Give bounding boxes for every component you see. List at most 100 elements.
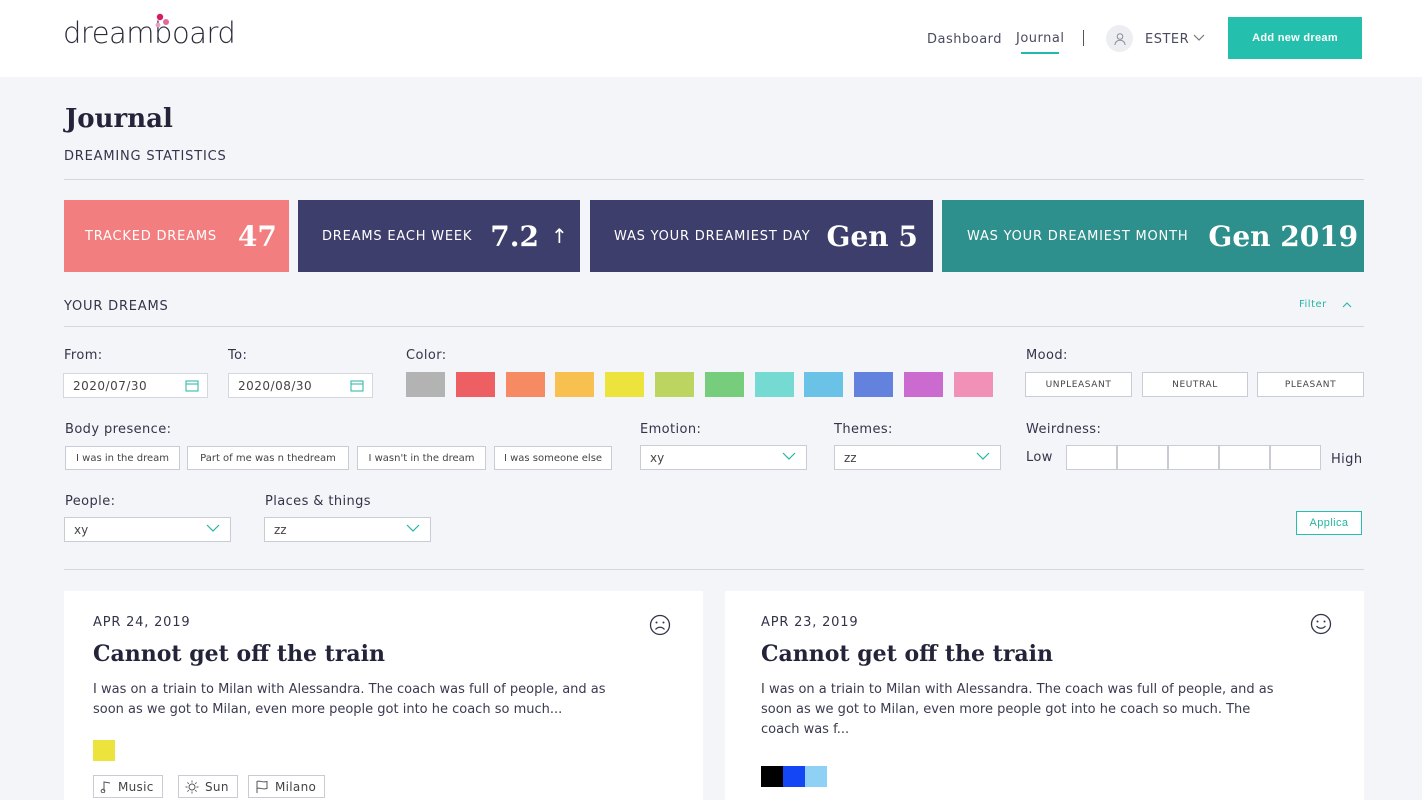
smile-face-icon[interactable] xyxy=(1310,613,1332,635)
tag-label: Milano xyxy=(275,779,317,794)
nav-active-indicator xyxy=(1021,52,1059,54)
calendar-icon xyxy=(350,380,364,392)
tag-label: Sun xyxy=(205,779,229,794)
sun-icon xyxy=(185,780,199,793)
emotion-value: xy xyxy=(650,450,665,465)
chevron-down-icon xyxy=(406,524,420,532)
page-title: Journal xyxy=(65,104,173,134)
chevron-down-icon xyxy=(976,452,990,460)
calendar-icon xyxy=(185,380,199,392)
themes-value: zz xyxy=(844,450,857,465)
emotion-label: Emotion: xyxy=(640,422,702,437)
body-option-in-dream[interactable]: I was in the dream xyxy=(65,446,180,470)
from-date-input[interactable]: 2020/07/30 xyxy=(63,373,208,398)
dream-excerpt: I was on a triain to Milan with Alessand… xyxy=(761,680,1274,740)
nav-journal[interactable]: Journal xyxy=(1016,31,1065,46)
stat-dreams-each-week: DREAMS EACH WEEK 7.2 ↑ xyxy=(298,200,580,272)
dream-date: APR 24, 2019 xyxy=(93,615,191,630)
to-label: To: xyxy=(228,348,248,363)
people-select[interactable]: xy xyxy=(64,517,231,542)
weirdness-label: Weirdness: xyxy=(1026,422,1102,437)
dream-card[interactable]: APR 24, 2019 Cannot get off the train I … xyxy=(64,591,703,800)
stat-tracked-dreams: TRACKED DREAMS 47 xyxy=(64,200,289,272)
weirdness-level-3[interactable] xyxy=(1168,445,1219,470)
dream-color-swatch xyxy=(783,766,805,787)
dream-title[interactable]: Cannot get off the train xyxy=(761,641,1054,667)
color-swatch[interactable] xyxy=(505,372,545,397)
excerpt-line: soon as we got to Milan, even more peopl… xyxy=(761,702,1251,717)
apply-filters-button[interactable]: Applica xyxy=(1296,511,1362,535)
weirdness-level-4[interactable] xyxy=(1219,445,1270,470)
color-swatch[interactable] xyxy=(904,372,943,397)
weirdness-high-label: High xyxy=(1331,452,1363,467)
body-option-part[interactable]: Part of me was n thedream xyxy=(187,446,349,470)
divider xyxy=(64,179,1364,180)
color-swatch[interactable] xyxy=(555,372,595,397)
avatar[interactable] xyxy=(1106,25,1133,52)
tag-sun[interactable]: Sun xyxy=(178,775,238,798)
weirdness-level-2[interactable] xyxy=(1117,445,1168,470)
emotion-select[interactable]: xy xyxy=(640,445,807,470)
stat-value: Gen 5 xyxy=(826,219,918,253)
chevron-down-icon xyxy=(206,524,220,532)
excerpt-line: I was on a triain to Milan with Alessand… xyxy=(93,682,606,697)
weirdness-level-5[interactable] xyxy=(1270,445,1321,470)
color-swatch[interactable] xyxy=(854,372,894,397)
divider xyxy=(64,326,1364,327)
top-header xyxy=(0,0,1422,77)
stat-label: WAS YOUR DREAMIEST DAY xyxy=(614,228,811,244)
mood-unpleasant-button[interactable]: UNPLEASANT xyxy=(1025,372,1132,397)
add-new-dream-button[interactable]: Add new dream xyxy=(1228,17,1362,59)
stat-value: 47 xyxy=(237,219,277,253)
color-label: Color: xyxy=(406,348,447,363)
mood-neutral-button[interactable]: NEUTRAL xyxy=(1142,372,1248,397)
statistics-heading: DREAMING STATISTICS xyxy=(64,149,227,164)
dream-card[interactable]: APR 23, 2019 Cannot get off the train I … xyxy=(725,591,1364,800)
logo[interactable]: dreamboard xyxy=(63,16,236,50)
tag-milano[interactable]: Milano xyxy=(248,775,326,798)
chevron-down-icon xyxy=(782,452,796,460)
excerpt-line: I was on a triain to Milan with Alessand… xyxy=(761,682,1274,697)
color-swatch[interactable] xyxy=(704,372,744,397)
dream-date: APR 23, 2019 xyxy=(761,615,859,630)
stat-label: WAS YOUR DREAMIEST MONTH xyxy=(967,228,1189,244)
body-option-someone-else[interactable]: I was someone else xyxy=(494,446,612,470)
places-things-select[interactable]: zz xyxy=(264,517,431,542)
stat-value: Gen 2019 xyxy=(1208,219,1359,253)
to-date-input[interactable]: 2020/08/30 xyxy=(228,373,373,398)
your-dreams-heading: YOUR DREAMS xyxy=(64,299,169,314)
body-option-not-in-dream[interactable]: I wasn't in the dream xyxy=(357,446,486,470)
nav-dashboard[interactable]: Dashboard xyxy=(927,32,1003,47)
dream-title[interactable]: Cannot get off the train xyxy=(93,641,386,667)
dream-color-swatch xyxy=(93,740,115,761)
color-swatch[interactable] xyxy=(655,372,694,397)
to-date-value: 2020/08/30 xyxy=(238,378,313,393)
color-swatch[interactable] xyxy=(804,372,844,397)
trend-up-icon: ↑ xyxy=(550,224,568,248)
music-note-icon xyxy=(100,781,111,793)
color-swatch[interactable] xyxy=(953,372,993,397)
color-swatch[interactable] xyxy=(406,372,445,397)
dream-excerpt: I was on a triain to Milan with Alessand… xyxy=(93,680,606,720)
color-swatch[interactable] xyxy=(605,372,645,397)
tag-label: Music xyxy=(118,779,154,794)
sad-face-icon[interactable] xyxy=(649,614,671,636)
stat-label: DREAMS EACH WEEK xyxy=(322,228,473,244)
mood-pleasant-button[interactable]: PLEASANT xyxy=(1257,372,1364,397)
logo-dots-icon xyxy=(155,13,169,28)
weirdness-level-1[interactable] xyxy=(1066,445,1117,470)
themes-select[interactable]: zz xyxy=(834,445,1001,470)
chevron-up-icon[interactable] xyxy=(1342,301,1352,308)
nav-divider xyxy=(1083,30,1084,46)
divider xyxy=(64,569,1364,570)
places-things-value: zz xyxy=(274,522,287,537)
filter-toggle[interactable]: Filter xyxy=(1299,299,1327,310)
tag-music[interactable]: Music xyxy=(93,775,163,798)
color-swatch[interactable] xyxy=(455,372,495,397)
chevron-down-icon[interactable] xyxy=(1193,34,1205,42)
dream-color-swatch xyxy=(761,766,783,787)
user-name[interactable]: ESTER xyxy=(1145,32,1190,47)
body-presence-label: Body presence: xyxy=(65,422,172,437)
color-swatch[interactable] xyxy=(754,372,794,397)
stat-value: 7.2 xyxy=(490,219,539,253)
